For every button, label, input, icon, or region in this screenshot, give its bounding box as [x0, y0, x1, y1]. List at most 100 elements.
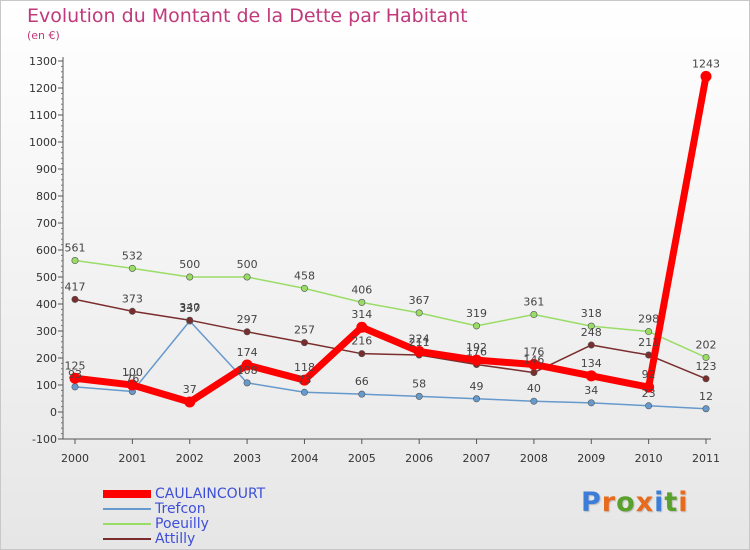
data-point-poeuilly [128, 264, 136, 272]
data-point-caulaincourt [356, 321, 368, 333]
y-tick-label: 300 [36, 325, 57, 338]
y-tick-label: 100 [36, 379, 57, 392]
brand-logo: Proxiti [581, 487, 689, 518]
brand-letter: t [664, 487, 679, 518]
data-label-caulaincourt: 192 [466, 341, 487, 354]
brand-letter: i [678, 487, 689, 518]
x-tick-label: 2009 [577, 452, 605, 465]
series-line-poeuilly [74, 259, 707, 359]
data-point-trefcon [243, 379, 251, 387]
data-point-poeuilly [358, 298, 366, 306]
data-point-caulaincourt [700, 70, 712, 82]
legend-label-poeuilly: Poeuilly [155, 516, 209, 532]
data-label-attilly: 123 [696, 360, 717, 373]
data-label-attilly: 211 [409, 336, 430, 349]
x-tick-label: 2008 [520, 452, 548, 465]
data-point-attilly [702, 375, 710, 383]
data-point-trefcon [358, 390, 366, 398]
data-label-attilly: 216 [351, 335, 372, 348]
legend-swatch-attilly [103, 538, 151, 540]
data-label-poeuilly: 500 [237, 258, 258, 271]
x-tick-label: 2001 [118, 452, 146, 465]
y-tick-label: 0 [50, 406, 57, 419]
y-tick-label: 1200 [29, 82, 57, 95]
legend-swatch-poeuilly [103, 523, 151, 525]
x-tick-label: 2011 [692, 452, 720, 465]
data-point-trefcon [71, 383, 79, 391]
data-label-attilly: 297 [237, 313, 258, 326]
data-label-poeuilly: 561 [65, 242, 86, 255]
data-point-caulaincourt [413, 346, 425, 358]
y-tick-label: 600 [36, 244, 57, 257]
data-label-attilly: 257 [294, 324, 315, 337]
data-label-trefcon: 23 [642, 387, 656, 400]
data-label-attilly: 373 [122, 292, 143, 305]
data-point-attilly [587, 341, 595, 349]
data-point-trefcon [415, 392, 423, 400]
data-label-attilly: 176 [466, 345, 487, 358]
series-line-trefcon [74, 320, 707, 410]
brand-letter: r [601, 487, 617, 518]
data-label-trefcon: 66 [355, 375, 369, 388]
data-point-attilly [71, 295, 79, 303]
data-label-poeuilly: 318 [581, 307, 602, 320]
data-label-attilly: 146 [523, 354, 544, 367]
data-label-poeuilly: 361 [523, 296, 544, 309]
x-tick-label: 2000 [61, 452, 89, 465]
data-label-trefcon: 58 [412, 377, 426, 390]
x-tick-label: 2002 [176, 452, 204, 465]
brand-letter: o [616, 487, 636, 518]
data-label-trefcon: 12 [699, 390, 713, 403]
data-point-caulaincourt [184, 396, 196, 408]
data-point-trefcon [473, 395, 481, 403]
data-point-attilly [530, 369, 538, 377]
data-label-caulaincourt: 1243 [692, 57, 720, 70]
data-label-trefcon: 34 [584, 384, 598, 397]
series-line-attilly [74, 298, 707, 380]
data-label-trefcon: 93 [68, 368, 82, 381]
data-label-attilly: 417 [65, 280, 86, 293]
data-point-trefcon [300, 388, 308, 396]
chart-subtitle: (en €) [27, 29, 60, 42]
data-label-caulaincourt: 37 [183, 383, 197, 396]
data-label-poeuilly: 319 [466, 307, 487, 320]
y-tick-label: 500 [36, 271, 57, 284]
data-label-trefcon: 108 [237, 364, 258, 377]
data-point-attilly [300, 339, 308, 347]
x-tick-label: 2006 [405, 452, 433, 465]
x-tick-label: 2010 [635, 452, 663, 465]
data-point-caulaincourt [585, 370, 597, 382]
y-tick-label: 700 [36, 217, 57, 230]
y-tick-label: 200 [36, 352, 57, 365]
x-tick-label: 2007 [463, 452, 491, 465]
legend-swatch-caulaincourt [103, 490, 151, 498]
data-label-caulaincourt: 134 [581, 357, 602, 370]
data-point-caulaincourt [126, 379, 138, 391]
data-point-poeuilly [530, 311, 538, 319]
data-label-trefcon: 49 [470, 380, 484, 393]
data-point-caulaincourt [643, 381, 655, 393]
data-label-trefcon: 73 [297, 373, 311, 386]
data-label-poeuilly: 202 [696, 338, 717, 351]
data-point-poeuilly [71, 257, 79, 265]
legend-swatch-trefcon [103, 508, 151, 510]
data-point-poeuilly [243, 273, 251, 281]
data-point-poeuilly [300, 284, 308, 292]
y-tick-label: 1300 [29, 55, 57, 68]
data-label-caulaincourt: 125 [65, 359, 86, 372]
data-point-attilly [358, 350, 366, 358]
data-label-caulaincourt: 224 [409, 333, 430, 346]
y-tick-label: 1100 [29, 109, 57, 122]
data-label-attilly: 211 [638, 336, 659, 349]
brand-letter: x [635, 487, 655, 518]
series-line-caulaincourt [71, 72, 710, 406]
data-label-poeuilly: 367 [409, 294, 430, 307]
data-point-poeuilly [645, 328, 653, 336]
data-point-trefcon [702, 405, 710, 413]
data-point-attilly [243, 328, 251, 336]
x-tick-label: 2005 [348, 452, 376, 465]
data-point-trefcon [645, 402, 653, 410]
data-label-trefcon: 76 [125, 372, 139, 385]
